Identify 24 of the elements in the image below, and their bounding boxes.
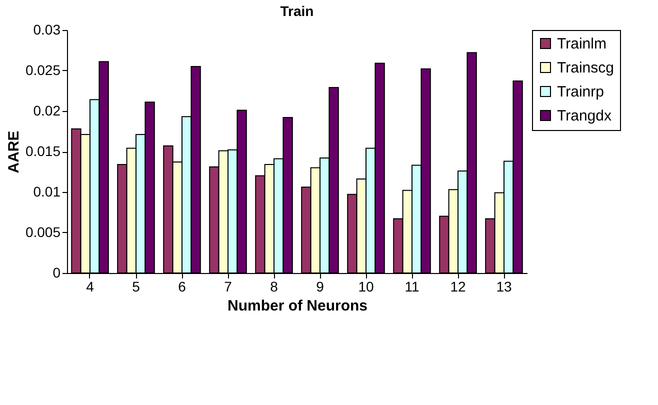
x-tick-label: 8 [270, 278, 278, 294]
x-tick-label: 4 [86, 278, 94, 294]
x-tick-label: 9 [316, 278, 324, 294]
legend-label: Trainlm [557, 36, 606, 52]
y-tick-label: 0.015 [25, 143, 61, 159]
chart-title: Train [280, 3, 314, 19]
y-tick-label: 0.03 [33, 22, 61, 38]
y-tick-label: 0.01 [33, 184, 61, 200]
x-tick-label: 13 [496, 278, 512, 294]
x-tick-label: 6 [178, 278, 186, 294]
x-tick-label: 11 [404, 278, 420, 294]
x-tick-label: 12 [450, 278, 466, 294]
x-tick-label: 7 [224, 278, 232, 294]
y-tick-label: 0.02 [33, 102, 61, 118]
legend-label: Trainrp [557, 84, 604, 100]
y-axis-title: AARE [5, 130, 22, 174]
legend-label: Trangdx [557, 108, 612, 124]
x-tick-label: 5 [132, 278, 140, 294]
y-tick-label: 0 [52, 264, 61, 280]
x-tick-label: 10 [358, 278, 374, 294]
y-tick-label: 0.025 [25, 62, 61, 78]
y-tick-label: 0.005 [25, 224, 61, 240]
legend-label: Trainscg [557, 60, 614, 76]
x-axis-title: Number of Neurons [227, 298, 368, 314]
